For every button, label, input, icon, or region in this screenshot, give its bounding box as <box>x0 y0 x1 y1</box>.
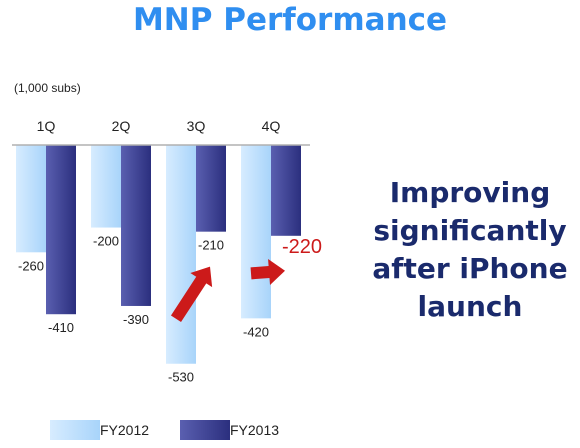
category-label-3q: 3Q <box>187 118 206 134</box>
bar-fy2012-2q <box>91 145 121 228</box>
bar-fy2012-4q <box>241 145 271 319</box>
data-label-fy2012-2q: -200 <box>93 234 119 249</box>
bar-fy2013-2q <box>121 145 151 306</box>
page-title: MNP Performance <box>132 2 448 38</box>
improvement-arrow-3q <box>170 266 213 323</box>
legend-label-fy2012: FY2012 <box>100 422 150 438</box>
arrow-shape <box>170 266 213 323</box>
legend-swatch-fy2013 <box>180 420 230 440</box>
data-label-fy2013-3q: -210 <box>198 238 224 253</box>
arrow-shape <box>250 259 285 285</box>
legend-swatch-fy2012 <box>50 420 100 440</box>
key-message: Improving significantly after iPhone lau… <box>372 176 568 323</box>
data-label-fy2012-3q: -530 <box>168 370 194 385</box>
category-label-2q: 2Q <box>112 118 131 134</box>
category-label-4q: 4Q <box>262 118 281 134</box>
data-label-fy2013-1q: -410 <box>48 320 74 335</box>
data-label-fy2012-4q: -420 <box>243 324 269 339</box>
category-label-1q: 1Q <box>37 118 56 134</box>
bar-fy2012-3q <box>166 145 196 364</box>
data-label-fy2013-2q: -390 <box>123 312 149 327</box>
data-label-fy2013-4q: -220 <box>282 236 322 258</box>
unit-label: (1,000 subs) <box>14 81 81 95</box>
bar-fy2013-1q <box>46 145 76 315</box>
bar-fy2012-1q <box>16 145 46 253</box>
bar-fy2013-4q <box>271 145 301 236</box>
legend-label-fy2013: FY2013 <box>230 422 280 438</box>
data-label-fy2012-1q: -260 <box>18 258 44 273</box>
improvement-arrow-4q <box>250 259 285 285</box>
bar-fy2013-3q <box>196 145 226 232</box>
